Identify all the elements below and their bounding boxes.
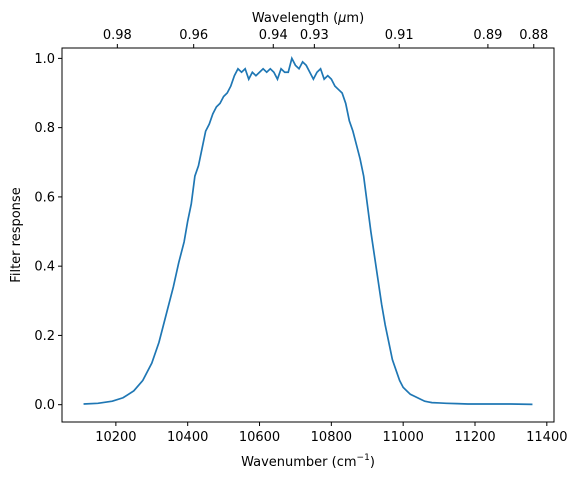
top-tick-label: 0.96 [179, 28, 208, 43]
y-tick-label: 1.0 [34, 52, 55, 67]
top-tick-label: 0.89 [473, 28, 502, 43]
x-tick-label: 10200 [95, 430, 136, 445]
y-tick-label: 0.6 [34, 190, 55, 205]
y-tick-label: 0.0 [34, 398, 55, 413]
top-axis-ticks: 0.98 0.96 0.94 0.93 0.91 0.89 0.88 [103, 28, 548, 48]
y-axis-ticks: 0.0 0.2 0.4 0.6 0.8 1.0 [34, 52, 62, 413]
x-axis-label-exponent: −1 [357, 453, 370, 463]
y-tick-label: 0.2 [34, 329, 55, 344]
top-tick-label: 0.91 [385, 28, 414, 43]
y-tick-label: 0.4 [34, 260, 55, 275]
top-tick-label: 0.93 [300, 28, 329, 43]
y-axis-label: Filter response [9, 187, 24, 282]
x-tick-label: 10600 [239, 430, 280, 445]
x-tick-label: 11400 [526, 430, 567, 445]
plot-area [61, 47, 555, 423]
top-axis-label-mu: μ [337, 11, 346, 26]
series-line [83, 56, 533, 406]
top-tick-label: 0.88 [519, 28, 548, 43]
top-axis-label: Wavelength (μm) [252, 11, 364, 26]
x-tick-label: 10800 [311, 430, 352, 445]
top-tick-label: 0.94 [259, 28, 288, 43]
top-tick-label: 0.98 [103, 28, 132, 43]
x-tick-label: 11000 [382, 430, 423, 445]
x-axis-ticks: 10200 10400 10600 10800 11000 11200 11400 [95, 422, 567, 445]
x-tick-label: 10400 [167, 430, 208, 445]
y-tick-label: 0.8 [34, 121, 55, 136]
x-tick-label: 11200 [454, 430, 495, 445]
x-axis-label: Wavenumber (cm−1) [241, 453, 375, 470]
